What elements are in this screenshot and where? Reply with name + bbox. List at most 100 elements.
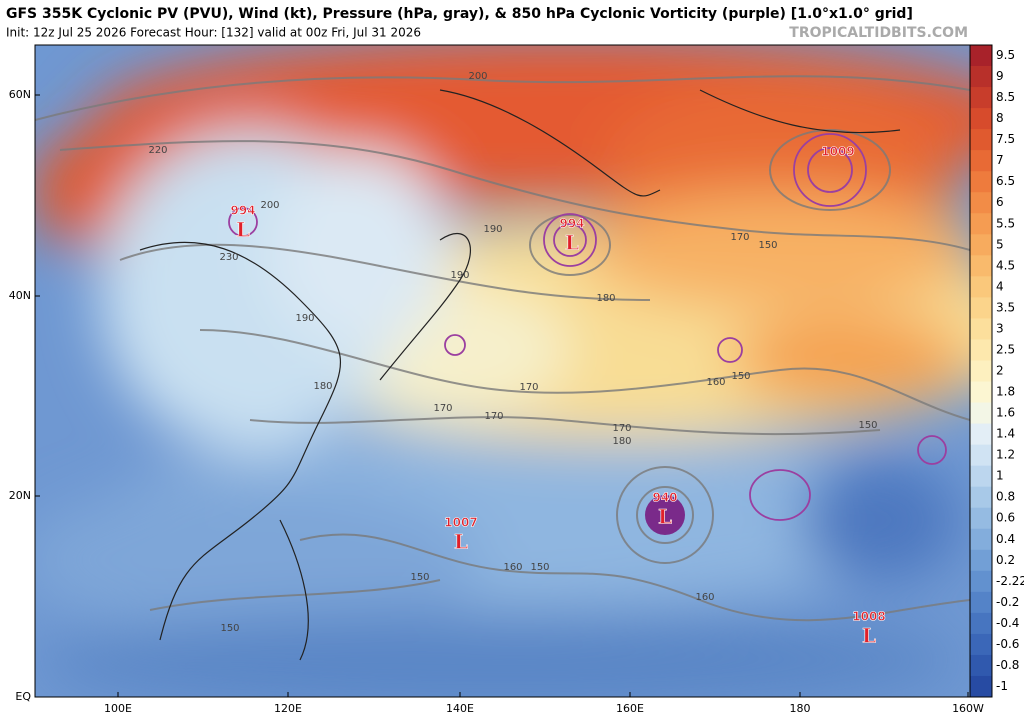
colorbar-cell (970, 507, 992, 530)
colorbar-cell (970, 570, 992, 593)
low-symbol: L (565, 231, 579, 255)
colorbar-label: 8.5 (996, 90, 1015, 104)
low-symbol: L (658, 505, 672, 529)
colorbar-label: -1 (996, 679, 1008, 693)
pv-field (35, 45, 970, 697)
colorbar-label: 5.5 (996, 216, 1015, 230)
contour-label: 200 (468, 71, 487, 82)
lon-label: 180 (790, 702, 811, 715)
credit: TROPICALTIDBITS.COM (789, 25, 968, 41)
lat-label: 60N (9, 88, 31, 101)
colorbar-cell (970, 234, 992, 256)
colorbar-label: 2 (996, 364, 1004, 378)
colorbar-label: 1.4 (996, 427, 1015, 441)
colorbar-label: 3.5 (996, 300, 1015, 314)
contour-label: 170 (433, 403, 452, 414)
colorbar-cell (970, 444, 992, 467)
colorbar-label: 6.5 (996, 174, 1015, 188)
lon-label: 140E (446, 702, 474, 715)
colorbar-cell (970, 612, 992, 635)
contour-label: 150 (220, 623, 239, 634)
contour-label: 170 (612, 423, 631, 434)
contour-label: 150 (758, 240, 777, 251)
colorbar-cell (970, 549, 992, 572)
colorbar-cell (970, 213, 992, 235)
contour-label: 200 (260, 200, 279, 211)
colorbar-cell (970, 45, 992, 67)
colorbar-label: 7.5 (996, 132, 1015, 146)
contour-label: 190 (295, 313, 314, 324)
colorbar-cell (970, 528, 992, 551)
colorbar-cell (970, 381, 992, 404)
colorbar-label: 9.5 (996, 48, 1015, 62)
contour-label: 180 (612, 436, 631, 447)
contour-label: 190 (483, 224, 502, 235)
colorbar-cell (970, 339, 992, 361)
colorbar-cell (970, 150, 992, 172)
colorbar-cell (970, 486, 992, 509)
contour-label: 160 (706, 377, 725, 388)
colorbar-cell (970, 129, 992, 151)
colorbar-label: 1 (996, 469, 1004, 483)
contour-label: 170 (730, 232, 749, 243)
low-symbol: L (236, 218, 250, 242)
colorbar-label: 0.2 (996, 553, 1015, 567)
vorticity-contours (228, 133, 947, 521)
low-pressure: 1008 (852, 610, 885, 624)
lon-label: 160E (616, 702, 644, 715)
vorticity-core (645, 495, 685, 535)
colorbar-label: 2.5 (996, 342, 1015, 356)
colorbar-cell (970, 192, 992, 214)
colorbar-cell (970, 318, 992, 340)
lon-label: 160W (952, 702, 984, 715)
colorbar-label: 4 (996, 279, 1004, 293)
colorbar-cell (970, 87, 992, 109)
pressure-contours (35, 75, 970, 622)
colorbar-cell (970, 66, 992, 88)
colorbar-cell (970, 591, 992, 614)
contour-label: 170 (519, 382, 538, 393)
colorbar-cell (970, 108, 992, 130)
coastlines (139, 89, 901, 661)
lat-label: EQ (15, 690, 31, 703)
colorbar-cell (970, 633, 992, 656)
lat-label: 20N (9, 489, 31, 502)
colorbar-cell (970, 360, 992, 383)
low-pressure: 994 (230, 204, 255, 218)
low-symbol: L (454, 530, 468, 554)
lon-label: 120E (274, 702, 302, 715)
contour-label: 180 (313, 381, 332, 392)
colorbar-cell (970, 402, 992, 425)
colorbar-label: 4.5 (996, 258, 1015, 272)
contour-label: 170 (484, 411, 503, 422)
colorbar-label: 1.8 (996, 385, 1015, 399)
contour-label: 150 (410, 572, 429, 583)
contour-label: 190 (450, 270, 469, 281)
low-pressure: 994 (559, 217, 584, 231)
low-pressure: 940 (652, 491, 677, 505)
colorbar-label: 6 (996, 195, 1004, 209)
low-pressure: 1009 (821, 145, 854, 159)
contour-label: 150 (731, 371, 750, 382)
colorbar-label: -0.2 (996, 595, 1019, 609)
colorbar-label: 0.6 (996, 511, 1015, 525)
colorbar-cell (970, 465, 992, 488)
subtitle: Init: 12z Jul 25 2026 Forecast Hour: [13… (6, 26, 421, 40)
colorbar-label: 9 (996, 69, 1004, 83)
contour-label: 230 (219, 252, 238, 263)
colorbar-cell (970, 675, 992, 698)
contour-label: 160 (695, 592, 714, 603)
contour-label: 180 (596, 293, 615, 304)
colorbar-label: 0.8 (996, 490, 1015, 504)
colorbar-label: 0.4 (996, 532, 1015, 546)
contour-label: 150 (858, 420, 877, 431)
colorbar-cell (970, 297, 992, 319)
colorbar-label: 8 (996, 111, 1004, 125)
colorbar-cell (970, 654, 992, 677)
colorbar-label: 1.6 (996, 406, 1015, 420)
colorbar-label: 5 (996, 237, 1004, 251)
contour-label: 150 (530, 562, 549, 573)
colorbar-label: 7 (996, 153, 1004, 167)
